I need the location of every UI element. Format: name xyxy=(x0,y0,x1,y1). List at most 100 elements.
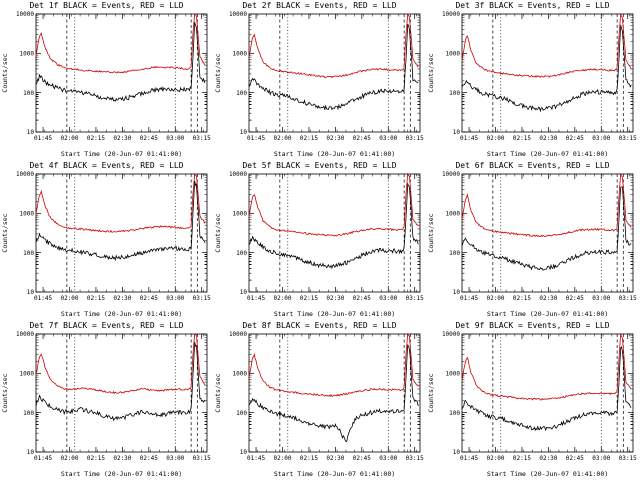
x-tick-label: 02:45 xyxy=(566,295,584,302)
x-tick-label: 03:15 xyxy=(193,455,211,462)
y-axis-label: Counts/sec xyxy=(1,213,9,252)
y-tick-label: 1000 xyxy=(446,211,461,218)
x-tick-label: 03:00 xyxy=(166,455,184,462)
x-tick-label: 02:45 xyxy=(566,455,584,462)
subplot-3: Det 3f BLACK = Events, RED = LLD 10 100 100… xyxy=(426,0,639,160)
x-tick-label: 02:00 xyxy=(486,295,504,302)
x-axis-label: Start Time (20-Jun-07 01:41:00) xyxy=(274,150,395,158)
x-tick-label: 01:45 xyxy=(34,455,52,462)
x-tick-label: 01:45 xyxy=(34,295,52,302)
y-tick-label: 1000 xyxy=(20,211,35,218)
series-events xyxy=(35,180,206,262)
x-tick-label: 02:45 xyxy=(566,135,584,142)
y-tick-label: 1000 xyxy=(233,371,248,378)
plot-canvas: 10 100 1000 10000 01:45 02:00 02:15 02:30 02:45 0… xyxy=(214,11,424,158)
x-tick-label: 02:30 xyxy=(326,455,344,462)
y-tick-label: 100 xyxy=(236,410,247,417)
subplot-title: Det 2f BLACK = Events, RED = LLD xyxy=(242,1,397,10)
subplot-title: Det 1f BLACK = Events, RED = LLD xyxy=(29,1,184,10)
x-tick-label: 02:00 xyxy=(60,295,78,302)
x-tick-label: 02:30 xyxy=(326,135,344,142)
y-axis-label: Counts/sec xyxy=(427,373,435,412)
y-axis-label: Counts/sec xyxy=(214,373,222,412)
x-tick-label: 02:15 xyxy=(513,455,531,462)
x-tick-label: 01:45 xyxy=(34,135,52,142)
plot-canvas: 10 100 1000 10000 01:45 02:00 02:15 02:30 02:45 0… xyxy=(214,331,424,478)
x-tick-label: 02:00 xyxy=(486,455,504,462)
y-tick-label: 1000 xyxy=(446,51,461,58)
y-tick-label: 10 xyxy=(240,129,248,136)
y-tick-label: 1000 xyxy=(446,371,461,378)
y-tick-label: 10 xyxy=(240,289,248,296)
x-tick-label: 02:45 xyxy=(353,135,371,142)
y-tick-label: 100 xyxy=(23,90,34,97)
x-tick-label: 01:45 xyxy=(247,455,265,462)
y-tick-label: 1000 xyxy=(233,51,248,58)
x-tick-label: 02:15 xyxy=(513,135,531,142)
series-lld xyxy=(461,172,632,238)
x-tick-label: 02:45 xyxy=(140,295,158,302)
x-tick-label: 03:15 xyxy=(406,135,424,142)
series-events xyxy=(35,342,206,422)
subplot-title: Det 9f BLACK = Events, RED = LLD xyxy=(455,321,610,330)
y-tick-label: 100 xyxy=(449,250,460,257)
y-tick-label: 10 xyxy=(27,129,35,136)
subplot-title: Det 5f BLACK = Events, RED = LLD xyxy=(242,161,397,170)
series-events xyxy=(35,22,206,102)
x-tick-label: 02:15 xyxy=(300,135,318,142)
y-tick-label: 10 xyxy=(453,289,461,296)
plot-canvas: 10 100 1000 10000 01:45 02:00 02:15 02:30 02:45 0… xyxy=(427,331,637,478)
subplot-2: Det 2f BLACK = Events, RED = LLD 10 100 100… xyxy=(213,0,426,160)
y-tick-label: 10000 xyxy=(229,171,247,178)
x-tick-label: 03:00 xyxy=(166,135,184,142)
x-tick-label: 03:15 xyxy=(619,295,637,302)
series-events xyxy=(248,344,419,443)
y-tick-label: 10000 xyxy=(442,171,460,178)
x-tick-label: 01:45 xyxy=(460,455,478,462)
subplot-5: Det 5f BLACK = Events, RED = LLD 10 100 100… xyxy=(213,160,426,320)
series-events xyxy=(248,182,419,270)
y-tick-label: 1000 xyxy=(20,371,35,378)
plot-canvas: 10 100 1000 10000 01:45 02:00 02:15 02:30 02:45 0… xyxy=(427,171,637,318)
series-events xyxy=(461,346,632,432)
x-tick-label: 01:45 xyxy=(247,135,265,142)
subplot-8: Det 8f BLACK = Events, RED = LLD 10 100 100… xyxy=(213,320,426,480)
plot-frame xyxy=(461,13,634,133)
x-tick-label: 02:00 xyxy=(273,295,291,302)
x-tick-label: 02:45 xyxy=(140,135,158,142)
x-tick-label: 02:45 xyxy=(353,455,371,462)
y-axis-label: Counts/sec xyxy=(1,53,9,92)
y-axis-label: Counts/sec xyxy=(1,373,9,412)
x-tick-label: 02:00 xyxy=(273,455,291,462)
x-tick-label: 02:15 xyxy=(87,295,105,302)
x-tick-label: 02:30 xyxy=(326,295,344,302)
x-tick-label: 03:15 xyxy=(406,295,424,302)
x-tick-label: 02:45 xyxy=(353,295,371,302)
series-lld xyxy=(461,333,632,401)
x-tick-label: 02:30 xyxy=(113,455,131,462)
x-tick-label: 02:30 xyxy=(113,135,131,142)
y-axis-label: Counts/sec xyxy=(214,53,222,92)
plot-frame xyxy=(248,173,421,293)
y-tick-label: 10 xyxy=(453,129,461,136)
plot-canvas: 10 100 1000 10000 01:45 02:00 02:15 02:30 02:45 0… xyxy=(1,331,211,478)
subplot-title: Det 7f BLACK = Events, RED = LLD xyxy=(29,321,184,330)
series-lld xyxy=(248,332,419,397)
y-tick-label: 100 xyxy=(449,410,460,417)
x-tick-label: 02:30 xyxy=(113,295,131,302)
x-tick-label: 03:00 xyxy=(166,295,184,302)
subplot-6: Det 6f BLACK = Events, RED = LLD 10 100 100… xyxy=(426,160,639,320)
subplot-title: Det 6f BLACK = Events, RED = LLD xyxy=(455,161,610,170)
y-axis-label: Counts/sec xyxy=(214,213,222,252)
x-tick-label: 02:30 xyxy=(539,455,557,462)
subplot-title: Det 4f BLACK = Events, RED = LLD xyxy=(29,161,184,170)
x-tick-label: 02:15 xyxy=(513,295,531,302)
x-axis-label: Start Time (20-Jun-07 01:41:00) xyxy=(487,310,608,318)
series-lld xyxy=(248,172,419,237)
plot-canvas: 10 100 1000 10000 01:45 02:00 02:15 02:30 02:45 0… xyxy=(1,11,211,158)
x-tick-label: 02:15 xyxy=(87,455,105,462)
plot-canvas: 10 100 1000 10000 01:45 02:00 02:15 02:30 02:45 0… xyxy=(214,171,424,318)
plot-frame xyxy=(248,13,421,133)
subplot-7: Det 7f BLACK = Events, RED = LLD 10 100 100… xyxy=(0,320,213,480)
